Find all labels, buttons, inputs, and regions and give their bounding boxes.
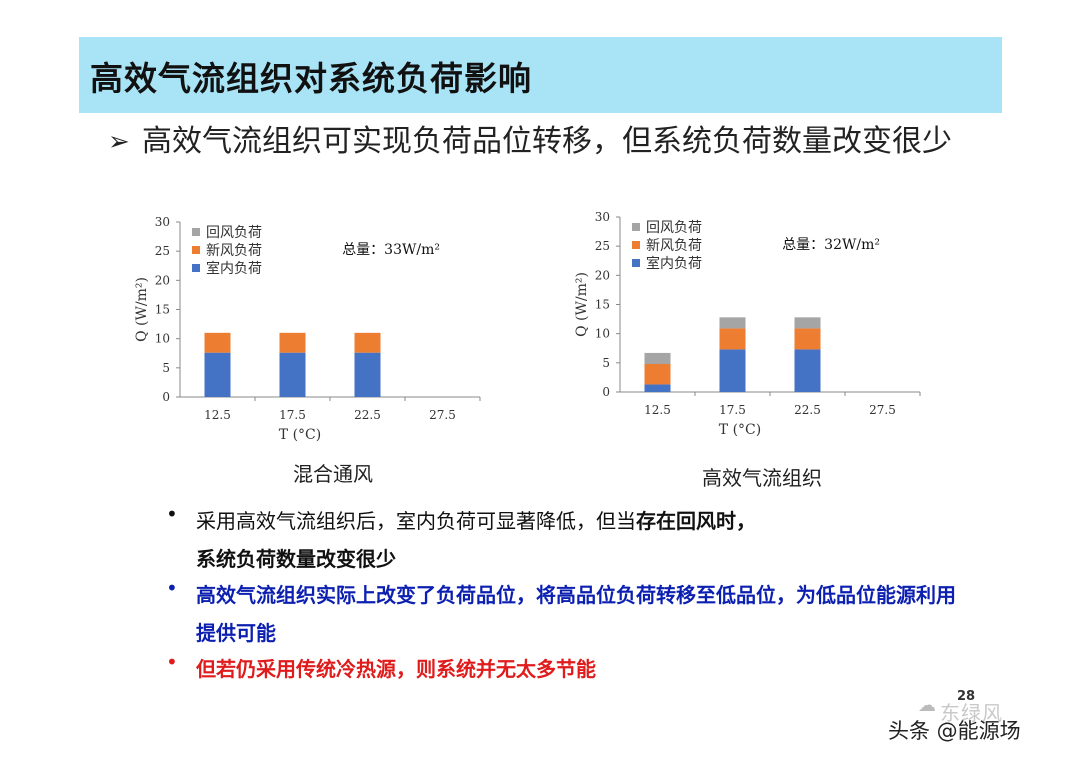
note-bullet-3: • [166,650,178,674]
x-tick-label: 17.5 [279,408,306,422]
legend-label: 回风负荷 [646,220,702,236]
legend-swatch [632,223,640,231]
total-annotation: 总量：33W/m² [342,242,440,258]
y-tick-label: 0 [602,385,610,399]
x-tick-label: 22.5 [794,403,821,417]
y-tick-label: 5 [602,356,610,370]
chart-caption-right: 高效气流组织 [702,466,822,490]
y-tick-label: 25 [155,244,170,258]
page-number: 28 [957,689,976,704]
note-1: 采用高效气流组织后，室内负荷可显著降低，但当存在回风时， 系统负荷数量改变很少 [196,502,956,578]
bar-新风负荷 [354,332,381,353]
note-1-text: 采用高效气流组织后，室内负荷可显著降低，但当 [196,509,636,533]
y-tick-label: 15 [595,298,610,312]
note-1-bold: 存在回风时， [636,509,756,533]
legend-swatch [632,259,640,267]
main-bullet-text: 高效气流组织可实现负荷品位转移，但系统负荷数量改变很少 [142,124,952,159]
arrow-bullet-icon: ➢ [108,127,130,157]
note-3: 但若仍采用传统冷热源，则系统并无太多节能 [196,657,596,681]
bar-室内负荷 [279,352,306,397]
total-annotation: 总量：32W/m² [782,237,880,253]
y-tick-label: 15 [155,303,170,317]
y-tick-label: 30 [595,210,610,224]
x-tick-label: 22.5 [354,408,381,422]
bar-新风负荷 [644,364,671,385]
y-tick-label: 10 [155,332,170,346]
watermark-text: 东绿风 [940,701,1003,725]
bar-新风负荷 [719,328,746,350]
slide-title: 高效气流组织对系统负荷影响 [90,59,532,98]
legend-label: 回风负荷 [206,225,262,241]
legend-label: 室内负荷 [206,260,262,277]
y-axis-label: Q (W/m²) [134,277,150,342]
bar-新风负荷 [279,332,306,353]
x-axis-label: T (°C) [279,427,321,443]
note-bullet-2: • [166,576,178,600]
note-2: 高效气流组织实际上改变了负荷品位，将高品位负荷转移至低品位，为低品位能源利用提供… [196,583,956,645]
legend-label: 新风负荷 [206,243,262,259]
bar-新风负荷 [204,332,231,353]
y-tick-label: 10 [595,327,610,341]
legend-swatch [192,264,200,272]
legend-swatch [192,246,200,254]
bar-新风负荷 [794,328,821,350]
bar-室内负荷 [719,349,746,392]
bar-回风负荷 [644,352,671,364]
y-tick-label: 5 [162,361,170,375]
bar-室内负荷 [354,352,381,397]
bar-回风负荷 [794,317,821,329]
note-1-line2: 系统负荷数量改变很少 [196,547,396,571]
note-bullet-1: • [166,502,178,526]
y-tick-label: 20 [595,268,610,282]
y-tick-label: 20 [155,273,170,287]
x-tick-label: 12.5 [644,403,671,417]
y-axis-label: Q (W/m²) [574,272,590,337]
bar-室内负荷 [644,384,671,392]
legend-label: 新风负荷 [646,238,702,254]
chart-mixed-ventilation: 0 5 10 15 20 25 30 12.5 17.5 22.5 27.5 T (°C) Q (W/m… [134,215,481,443]
legend-swatch [192,228,200,236]
x-axis-label: T (°C) [719,422,761,438]
legend-swatch [632,241,640,249]
footer-source: 头条 @能源场 [888,719,1021,743]
chart-efficient-airflow: 0 5 10 15 20 25 30 12.5 17.5 22.5 27.5 T (°C) Q (W/m… [574,210,921,438]
y-tick-label: 0 [162,390,170,404]
x-tick-label: 27.5 [429,408,456,422]
watermark-logo-icon: ☁ [918,695,936,716]
x-tick-label: 17.5 [719,403,746,417]
chart-caption-left: 混合通风 [293,462,373,486]
y-tick-label: 25 [595,239,610,253]
legend-label: 室内负荷 [646,255,702,272]
bar-室内负荷 [204,352,231,397]
x-tick-label: 27.5 [869,403,896,417]
bar-室内负荷 [794,349,821,392]
x-tick-label: 12.5 [204,408,231,422]
bar-回风负荷 [719,317,746,329]
y-tick-label: 30 [155,215,170,229]
title-bar [79,37,1002,113]
